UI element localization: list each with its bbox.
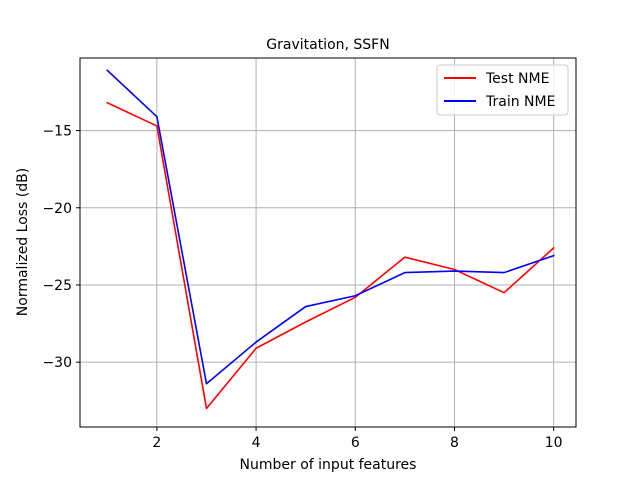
y-tick-label: −15 <box>42 124 72 140</box>
legend-test-nme-label: Test NME <box>485 71 549 87</box>
x-tick-label: 6 <box>351 435 360 451</box>
legend-train-nme-label: Train NME <box>485 94 555 110</box>
y-tick-label: −20 <box>42 201 72 217</box>
y-tick-label: −25 <box>42 278 72 294</box>
x-tick-label: 4 <box>252 435 261 451</box>
chart-title: Gravitation, SSFN <box>266 37 389 53</box>
series-layer <box>106 69 555 410</box>
series-line-test-nme <box>106 101 555 410</box>
series-line-train-nme <box>106 69 555 385</box>
grid <box>80 58 576 427</box>
plot-frame <box>79 57 577 428</box>
x-axis-title: Number of input features <box>240 457 417 473</box>
y-axis: −30 −25 −20 −15 <box>42 124 80 371</box>
x-tick-label: 10 <box>545 435 563 451</box>
x-tick-label: 8 <box>450 435 459 451</box>
legend: Test NME Train NME <box>436 64 569 116</box>
y-axis-title: Normalized Loss (dB) <box>15 168 31 316</box>
x-axis: 2 4 6 8 10 <box>152 427 563 451</box>
y-tick-label: −30 <box>42 355 72 371</box>
x-tick-label: 2 <box>152 435 161 451</box>
